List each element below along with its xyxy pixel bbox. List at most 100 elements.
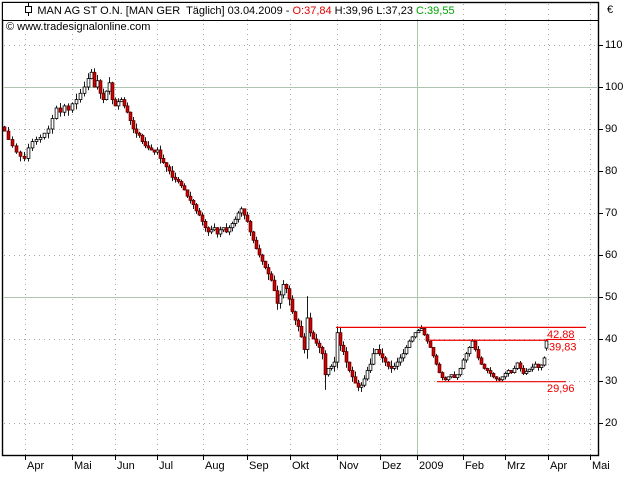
candle-up [332, 361, 337, 367]
candle-down [341, 344, 346, 352]
candle-down [140, 134, 145, 143]
candle-down [215, 227, 220, 235]
candle-up [449, 374, 454, 378]
candle-up [239, 208, 244, 214]
candle-down [488, 370, 493, 374]
candle-down [22, 155, 27, 159]
candle-down [185, 189, 190, 197]
candle-down [164, 162, 169, 168]
candle-down [386, 361, 391, 367]
candle-down [203, 220, 208, 229]
x-axis-tick-label: Mrz [507, 460, 526, 472]
candle-up [281, 283, 286, 296]
candle-up [365, 370, 370, 380]
candle-up [404, 346, 409, 355]
currency-label: € [607, 4, 614, 16]
candle-down [149, 147, 154, 151]
candle-down [257, 248, 262, 256]
candle-down [242, 208, 247, 216]
candle-up [539, 364, 544, 368]
candle-up [212, 227, 217, 231]
candle-down [152, 149, 157, 153]
candle-up [62, 105, 67, 113]
candle-up [218, 229, 223, 235]
candle-down [344, 351, 349, 363]
candle-up [86, 78, 91, 88]
candle-up [326, 367, 331, 376]
candle-up [74, 99, 79, 105]
candle-down [485, 367, 490, 371]
candle-up [89, 71, 94, 80]
candle-down [10, 139, 15, 147]
candle-down [491, 373, 496, 378]
candle-down [380, 353, 385, 359]
candle-up [335, 332, 340, 363]
candle-down [170, 170, 175, 178]
candle-up [78, 92, 83, 101]
candle-up [30, 141, 35, 149]
candlestick-icon [6, 0, 33, 31]
candle-up [506, 370, 511, 374]
candle-up [395, 361, 400, 367]
candle-up [221, 227, 226, 231]
candle-up [38, 136, 43, 140]
candle-down [161, 157, 166, 163]
candle-up [50, 118, 55, 130]
y-axis-tick-label: 70 [605, 207, 618, 219]
y-axis-tick-label: 110 [605, 39, 623, 51]
candle-down [320, 346, 325, 355]
candle-down [200, 214, 205, 222]
candle-up [527, 368, 532, 372]
candle-down [260, 254, 265, 262]
candle-down [197, 210, 202, 216]
candle-up [446, 376, 451, 381]
candle-down [194, 204, 199, 212]
chart-titlebar: MAN AG ST O.N. [MAN GER Täglich] 03.04.2… [6, 3, 455, 18]
candle-down [248, 220, 253, 233]
candle-down [188, 195, 193, 201]
candle-down [128, 111, 133, 121]
candle-down [350, 370, 355, 378]
candle-down [482, 363, 487, 369]
candle-up [512, 367, 517, 373]
candle-up [464, 353, 469, 361]
level-label: 42,88 [547, 329, 575, 341]
candle-up [467, 346, 472, 355]
candle-down [377, 349, 382, 355]
level-label: 29,96 [547, 383, 575, 395]
candle-down [269, 273, 274, 281]
candle-down [452, 374, 457, 379]
candle-up [278, 294, 283, 304]
candle-down [179, 181, 184, 187]
candle-down [293, 311, 298, 321]
candle-up [116, 101, 121, 107]
candle-down [122, 99, 127, 107]
candle-down [131, 120, 136, 130]
candle-up [368, 363, 373, 371]
candle-down [299, 325, 304, 338]
candle-down [311, 332, 316, 340]
candle-down [251, 231, 256, 241]
x-axis-tick-label: Aug [205, 460, 225, 472]
y-axis-tick-label: 50 [605, 291, 618, 303]
y-axis-tick-label: 20 [605, 417, 618, 429]
titlebar-background [3, 3, 427, 19]
close-value: C:39,55 [416, 5, 455, 17]
candle-up [209, 229, 214, 233]
candle-down [314, 338, 319, 344]
candle-down [476, 349, 481, 359]
candle-down [98, 80, 103, 94]
candle-up [458, 367, 463, 376]
y-axis-tick-label: 80 [605, 165, 618, 177]
candle-down [191, 199, 196, 205]
level-label: 39,83 [549, 342, 577, 354]
candle-down [356, 382, 361, 388]
candle-down [66, 105, 71, 111]
candle-up [455, 374, 460, 379]
candle-up [70, 103, 75, 111]
candle-up [34, 139, 39, 142]
plot-border [1, 1, 600, 457]
y-axis-tick-label: 90 [605, 123, 618, 135]
candle-up [413, 332, 418, 338]
